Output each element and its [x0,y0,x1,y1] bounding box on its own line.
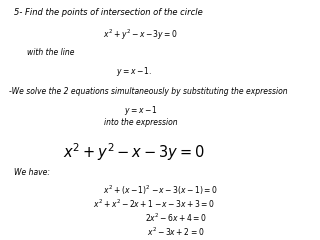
Text: into the expression: into the expression [104,118,178,127]
Text: with the line: with the line [27,48,75,57]
Text: $y = x - 1.$: $y = x - 1.$ [116,65,153,78]
Text: $x^2 + x^2 - 2x + 1 - x - 3x + 3 = 0$: $x^2 + x^2 - 2x + 1 - x - 3x + 3 = 0$ [92,198,215,210]
Text: $y = x -1$: $y = x -1$ [124,104,158,117]
Text: We have:: We have: [14,168,51,176]
Text: $x^2 - 3x + 2 = 0$: $x^2 - 3x + 2 = 0$ [147,226,205,238]
Text: $2x^2 - 6x + 4 = 0$: $2x^2 - 6x + 4 = 0$ [145,212,207,224]
Text: $x^2 + (x-1)^2 - x - 3(x-1) = 0$: $x^2 + (x-1)^2 - x - 3(x-1) = 0$ [102,183,218,197]
Text: 5- Find the points of intersection of the circle: 5- Find the points of intersection of th… [14,8,203,18]
Text: -We solve the 2 equations simultaneously by substituting the expression: -We solve the 2 equations simultaneously… [9,87,287,96]
Text: $x^2 + y^2 - x - 3y = 0$: $x^2 + y^2 - x - 3y = 0$ [103,28,178,42]
Text: $x^2 + y^2 - x - 3y = 0$: $x^2 + y^2 - x - 3y = 0$ [63,141,205,163]
